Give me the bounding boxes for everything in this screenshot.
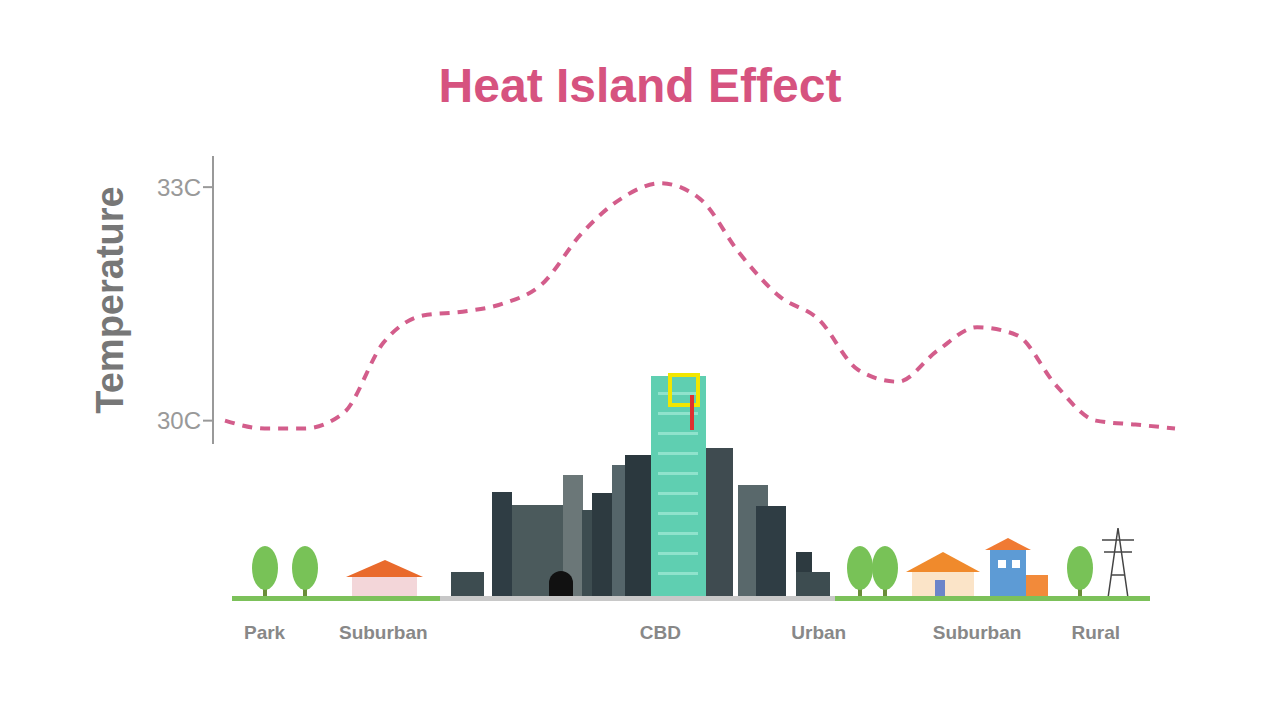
svg-text:30C: 30C: [157, 407, 201, 434]
svg-text:Suburban: Suburban: [933, 622, 1022, 643]
svg-text:Rural: Rural: [1072, 622, 1121, 643]
svg-text:Urban: Urban: [791, 622, 846, 643]
svg-text:Temperature: Temperature: [89, 186, 131, 413]
svg-text:Park: Park: [244, 622, 286, 643]
svg-text:CBD: CBD: [640, 622, 681, 643]
svg-text:Suburban: Suburban: [339, 622, 428, 643]
svg-text:33C: 33C: [157, 174, 201, 201]
html-text:Heat Island Effect: Heat Island Effect: [438, 59, 842, 112]
